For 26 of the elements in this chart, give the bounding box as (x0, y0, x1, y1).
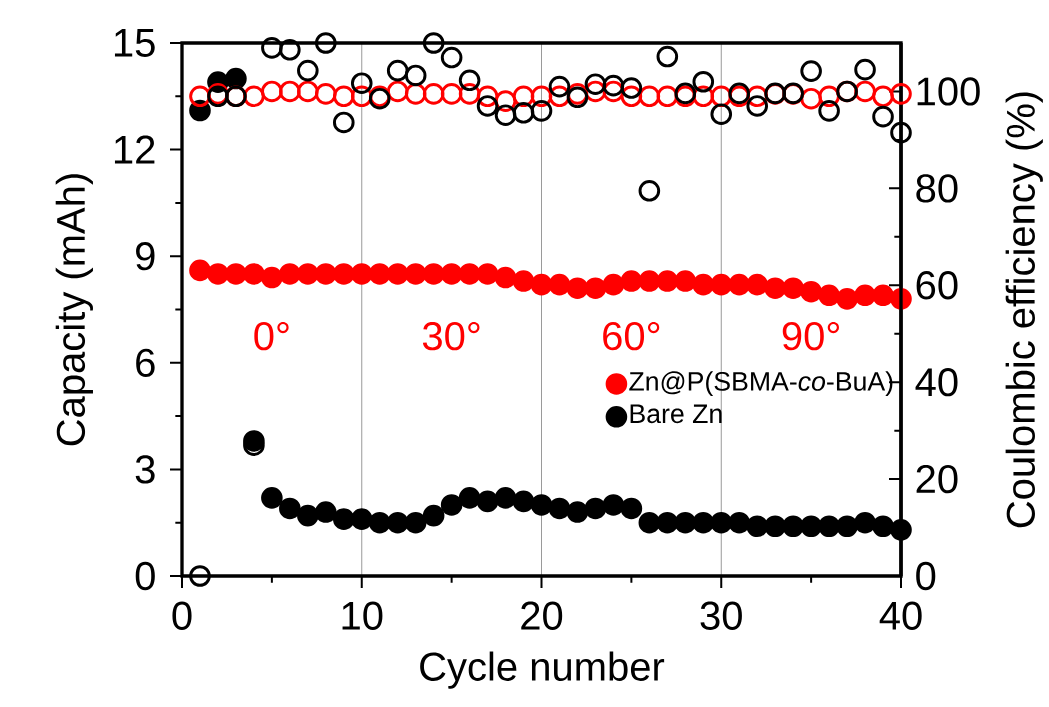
y-tick-label: 6 (136, 348, 155, 377)
y2-tick-label: 20 (916, 464, 958, 494)
y-tick-label: 3 (135, 455, 155, 484)
y-tick-label: 9 (136, 242, 155, 271)
y-tick-label: 12 (114, 135, 155, 164)
y2-tick-label: 80 (916, 174, 958, 203)
annotation: 90° (782, 321, 839, 351)
annotation: 60° (603, 321, 660, 351)
x-axis-title: Cycle number (420, 651, 665, 689)
y-tick-label: 0 (135, 561, 155, 591)
x-tick-label: 30 (700, 601, 742, 630)
y2-tick-label: 60 (916, 271, 958, 300)
y2-tick-label: 40 (915, 368, 958, 397)
y-axis-title: Capacity (mAh) (55, 174, 93, 446)
x-tick-label: 10 (342, 601, 383, 630)
x-tick-label: 0 (172, 601, 192, 630)
legend-label: Bare Zn (630, 404, 722, 424)
y2-tick-label: 100 (917, 77, 980, 106)
annotation: 0° (254, 321, 289, 351)
x-tick-label: 20 (521, 601, 563, 630)
y2-axis-title: Coulombic efficiency (%) (1005, 92, 1043, 528)
y-tick-label: 15 (114, 29, 155, 57)
legend-label: Zn@P(SBMA-co-BuA) (629, 371, 893, 397)
x-tick-label: 40 (879, 601, 922, 630)
y2-tick-label: 0 (916, 561, 936, 591)
annotation: 30° (422, 321, 480, 351)
